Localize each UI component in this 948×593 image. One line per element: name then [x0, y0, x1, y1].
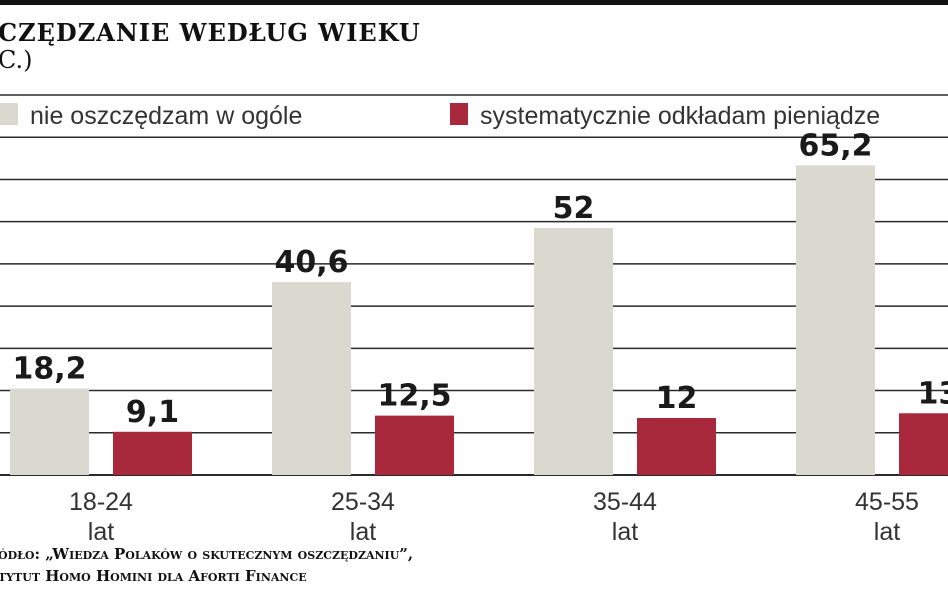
chart-unit: C.) [0, 46, 33, 74]
value-label: 40,6 [274, 245, 348, 280]
bar [272, 282, 351, 475]
legend: nie oszczędzam w ogóle systematycznie odk… [0, 102, 880, 130]
top-rule [0, 0, 948, 5]
category-label: 18-24 [69, 488, 133, 516]
value-label: 18,2 [12, 352, 86, 387]
bars [10, 165, 948, 476]
value-label: 65,2 [798, 128, 872, 163]
category-label-unit: lat [88, 518, 114, 546]
legend-label: nie oszczędzam w ogóle [30, 102, 302, 130]
legend-swatch [0, 103, 18, 125]
source-note: ódło: „Wiedza Polaków o skutecznym oszcz… [0, 543, 413, 587]
bar [796, 165, 875, 476]
category-label: 35-44 [593, 488, 657, 516]
bar [375, 415, 454, 475]
bar [113, 431, 192, 475]
value-label: 12 [656, 381, 698, 416]
value-labels: 18,2 9,1 40,6 12,5 52 12 65,2 13 [12, 128, 948, 429]
value-label: 12,5 [377, 379, 451, 414]
bar [534, 228, 613, 475]
bar [637, 418, 716, 475]
value-label: 9,1 [126, 395, 179, 430]
source-line-1: ódło: „Wiedza Polaków o skutecznym oszcz… [0, 545, 414, 563]
category-label-unit: lat [350, 518, 376, 546]
bar [10, 388, 89, 475]
source-line-2: tytut Homo Homini dla Aforti Finance [0, 567, 307, 585]
chart-title: CZĘDZANIE WEDŁUG WIEKU [0, 18, 421, 47]
legend-swatch [450, 103, 468, 125]
category-label-unit: lat [612, 518, 638, 546]
value-label: 52 [553, 191, 595, 226]
bar [899, 413, 948, 475]
category-label: 25-34 [331, 488, 395, 516]
value-label: 13 [918, 376, 948, 411]
grid-lines [0, 94, 948, 476]
category-label-unit: lat [874, 518, 900, 546]
category-label: 45-55 [855, 488, 919, 516]
legend-label: systematycznie odkładam pieniądze [480, 102, 880, 130]
